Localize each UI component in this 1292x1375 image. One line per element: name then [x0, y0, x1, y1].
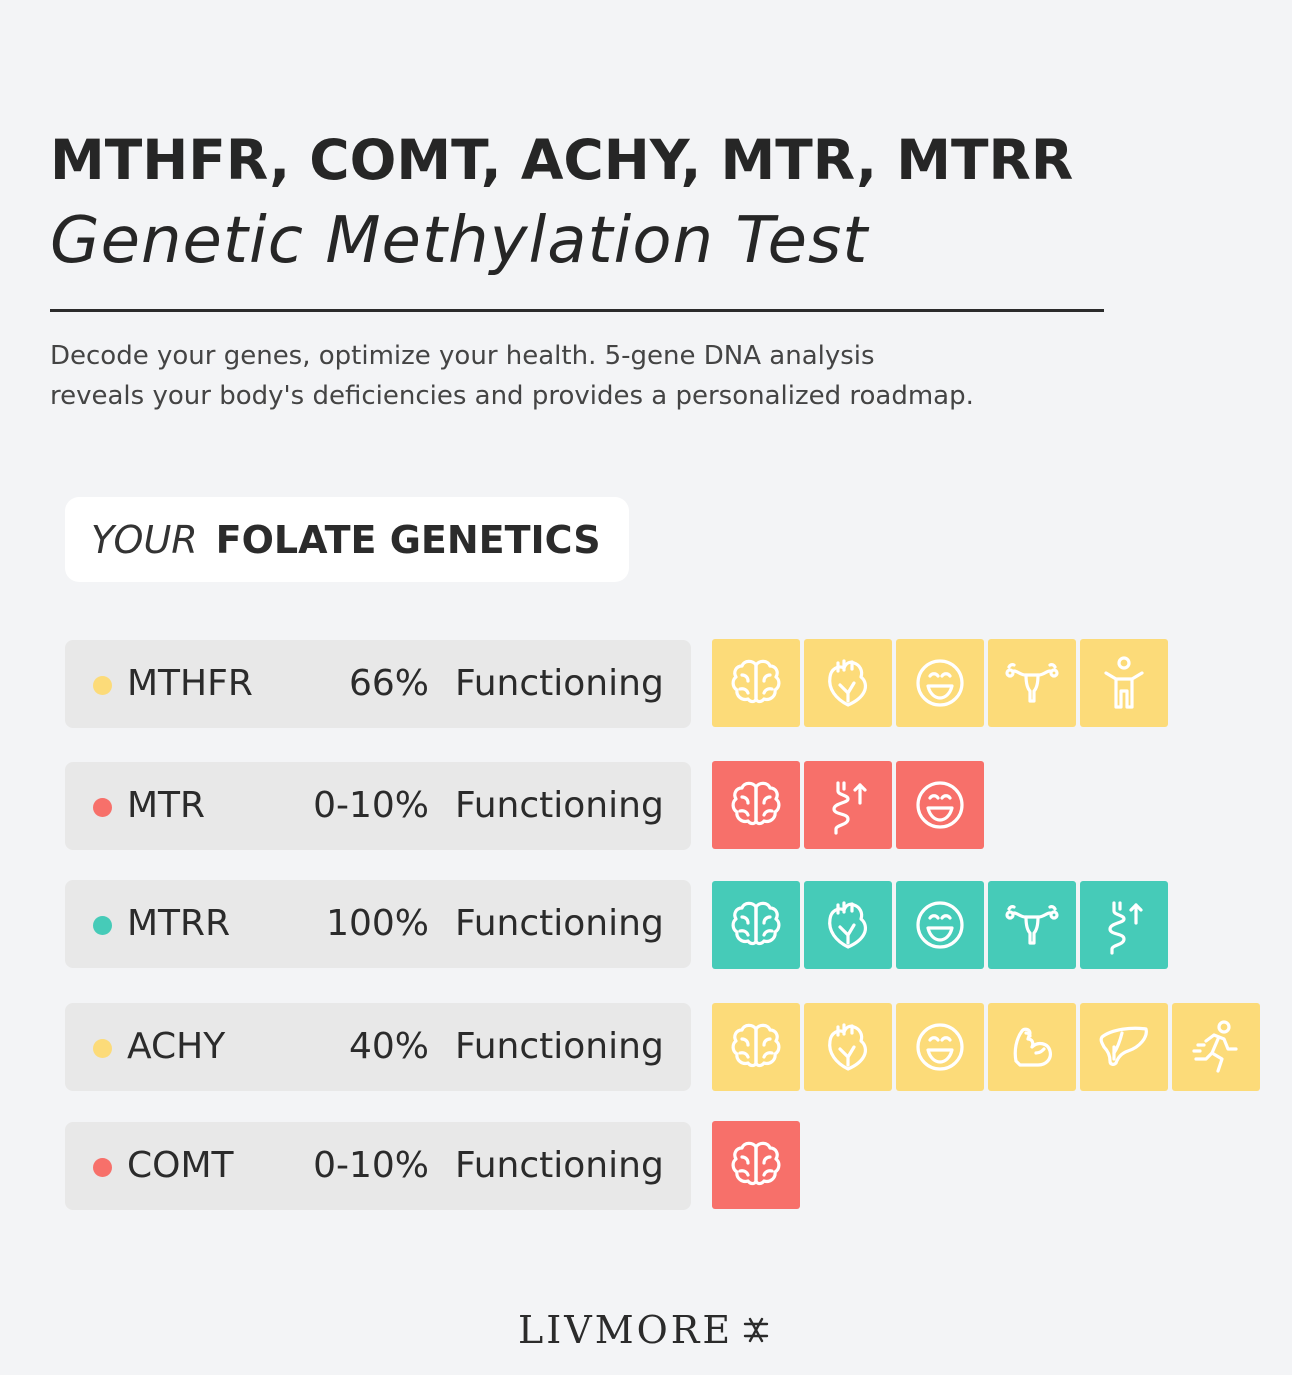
- brand-logo: LIVMORE: [518, 1308, 771, 1352]
- brand-name: LIVMORE: [518, 1308, 734, 1352]
- gene-name: ACHY: [127, 1026, 226, 1067]
- gene-status: Functioning: [455, 903, 664, 944]
- organ-tile: [896, 881, 984, 969]
- description: Decode your genes, optimize your health.…: [50, 336, 1150, 416]
- organ-tile: [712, 761, 800, 849]
- logo-mark-icon: [743, 1317, 769, 1343]
- organ-tile: [1080, 639, 1168, 727]
- organ-tile: [804, 881, 892, 969]
- page-subtitle: Genetic Methylation Test: [50, 204, 869, 278]
- icon-strip-achy: [712, 1003, 1260, 1091]
- liver-icon: [1099, 1026, 1148, 1066]
- icon-strip-comt: [712, 1121, 800, 1209]
- gene-name: MTR: [127, 785, 206, 826]
- organ-tile: [1172, 1003, 1260, 1091]
- gene-row-comt: COMT 0-10% Functioning: [65, 1122, 691, 1210]
- brain-icon: [731, 659, 781, 704]
- gene-status: Functioning: [455, 785, 664, 826]
- gene-percent: 40%: [348, 1026, 429, 1067]
- gene-row-mtr: MTR 0-10% Functioning: [65, 762, 691, 850]
- gene-percent: 0-10%: [313, 785, 429, 826]
- gene-status: Functioning: [455, 663, 664, 704]
- description-line-2: reveals your body's deficiencies and pro…: [50, 381, 974, 411]
- smile-icon: [916, 901, 964, 949]
- gene-status: Functioning: [455, 1145, 664, 1186]
- organ-tile: [1080, 881, 1168, 969]
- organ-tile: [804, 761, 892, 849]
- organ-tile: [712, 1121, 800, 1209]
- gene-name: MTHFR: [127, 663, 253, 704]
- smile-icon: [916, 781, 964, 829]
- smile-icon: [916, 659, 964, 707]
- section-heading-italic: YOUR: [91, 517, 198, 562]
- section-heading-bold: FOLATE GENETICS: [215, 517, 601, 562]
- heart-icon: [828, 1023, 868, 1071]
- gene-row-achy: ACHY 40% Functioning: [65, 1003, 691, 1091]
- status-dot: [93, 676, 112, 695]
- heart-icon: [828, 901, 868, 949]
- organ-tile: [896, 1003, 984, 1091]
- brain-icon: [731, 1023, 781, 1068]
- organ-tile: [712, 1003, 800, 1091]
- muscle-icon: [1013, 1027, 1052, 1067]
- gene-percent: 100%: [326, 903, 429, 944]
- page-title: MTHFR, COMT, ACHY, MTR, MTRR: [50, 128, 1074, 192]
- status-dot: [93, 916, 112, 935]
- organ-tile: [712, 639, 800, 727]
- icon-strip-mtr: [712, 761, 984, 849]
- intestine-icon: [1108, 901, 1143, 955]
- organ-tile: [988, 1003, 1076, 1091]
- running-icon: [1192, 1020, 1238, 1073]
- uterus-icon: [1005, 905, 1059, 945]
- gene-percent: 66%: [348, 663, 429, 704]
- section-heading: YOUR FOLATE GENETICS: [65, 497, 629, 582]
- status-dot: [93, 1039, 112, 1058]
- organ-tile: [804, 639, 892, 727]
- status-dot: [93, 1158, 112, 1177]
- organ-tile: [896, 761, 984, 849]
- status-dot: [93, 798, 112, 817]
- icon-strip-mthfr: [712, 639, 1168, 727]
- title-divider: [50, 309, 1104, 312]
- intestine-icon: [832, 781, 867, 835]
- gene-row-mthfr: MTHFR 66% Functioning: [65, 640, 691, 728]
- icon-strip-mtrr: [712, 881, 1168, 969]
- gene-status: Functioning: [455, 1026, 664, 1067]
- brain-icon: [731, 781, 781, 826]
- gene-percent: 0-10%: [313, 1145, 429, 1186]
- gene-name: MTRR: [127, 903, 231, 944]
- heart-icon: [828, 659, 868, 707]
- brain-icon: [731, 901, 781, 946]
- organ-tile: [896, 639, 984, 727]
- organ-tile: [988, 881, 1076, 969]
- organ-tile: [712, 881, 800, 969]
- uterus-icon: [1005, 663, 1059, 703]
- organ-tile: [804, 1003, 892, 1091]
- gene-name: COMT: [127, 1145, 234, 1186]
- organ-tile: [988, 639, 1076, 727]
- smile-icon: [916, 1023, 964, 1071]
- organ-tile: [1080, 1003, 1168, 1091]
- person-icon: [1104, 656, 1144, 709]
- brain-icon: [731, 1141, 781, 1186]
- description-line-1: Decode your genes, optimize your health.…: [50, 341, 875, 371]
- gene-row-mtrr: MTRR 100% Functioning: [65, 880, 691, 968]
